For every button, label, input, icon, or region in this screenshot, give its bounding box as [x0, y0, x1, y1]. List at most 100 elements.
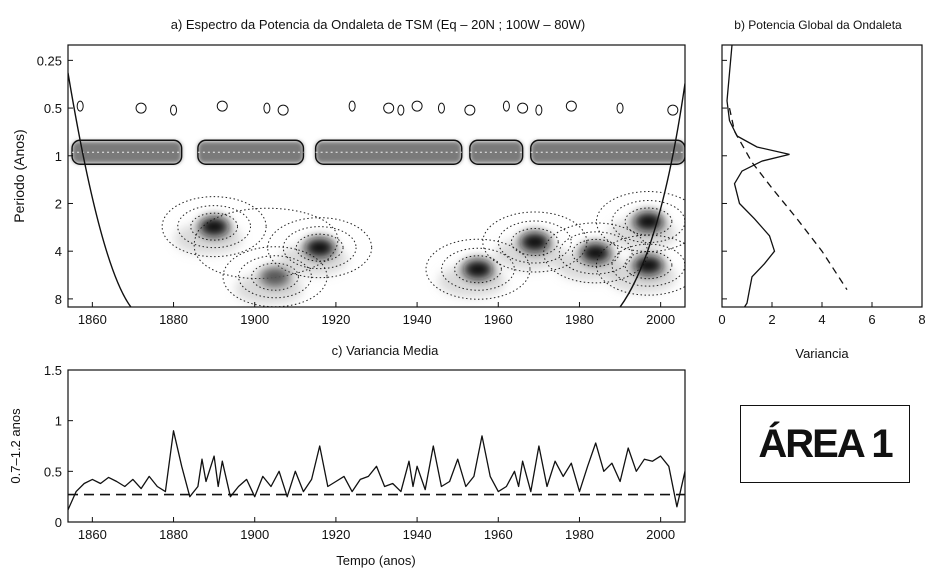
half-contour-6: [348, 100, 356, 112]
half-contour-11: [464, 104, 476, 116]
half-contour-3: [216, 100, 228, 112]
half-contour-10: [437, 102, 445, 114]
half-contour-0: [76, 100, 84, 112]
contour-3-0: [454, 255, 502, 284]
a-ytick-label-3: 2: [55, 196, 62, 211]
contour-2-0: [251, 262, 299, 291]
half-contour-16: [616, 102, 624, 114]
b-xtick-label-3: 6: [868, 312, 875, 327]
c-xtick-label-4: 1940: [403, 527, 432, 542]
b-xtick-label-1: 2: [768, 312, 775, 327]
a-ytick-label-1: 0.5: [44, 101, 62, 116]
area-label: ÁREA 1: [758, 421, 893, 466]
contour-7-2: [595, 191, 685, 253]
a-xtick-label-4: 1940: [403, 312, 432, 327]
band-fill-1: [197, 141, 304, 164]
panel-b-global-power: 0 2 4 6 8 Variancia: [718, 44, 926, 361]
power-blob-6: [633, 255, 664, 276]
a-ytick-label-2: 1: [55, 149, 62, 164]
a-xtick-label-3: 1920: [321, 312, 350, 327]
contour-1-2: [267, 217, 373, 279]
a-xtick-label-0: 1860: [78, 312, 107, 327]
contour-2-1: [238, 255, 312, 299]
b-xtick-label-0: 0: [718, 312, 725, 327]
contour-6-0: [624, 251, 673, 280]
contour-1-1: [282, 226, 357, 270]
panel-c-mean-variance: 1860 1880 1900 1920 1940 1960 1980 2000 0 0.5 1 1.5…: [8, 363, 686, 568]
panel-a-title: a) Espectro da Potencia da Ondaleta de T…: [171, 17, 586, 32]
a-ytick-label-0: 0.25: [37, 53, 62, 68]
half-contour-1: [135, 102, 147, 114]
c-ytick-label-1: 0.5: [44, 464, 62, 479]
c-ytick-label-0: 0: [55, 515, 62, 530]
cone-right: [619, 83, 685, 307]
contour-3-1: [441, 247, 515, 291]
panel-b-title: b) Potencia Global da Ondaleta: [734, 18, 902, 32]
contour-5-1: [558, 231, 633, 275]
panel-c-ylabel: 0.7–1.2 anos: [8, 408, 23, 484]
panel-c-xlabel: Tempo (anos): [336, 553, 415, 568]
c-ytick-label-3: 1.5: [44, 363, 62, 378]
band-fill-0: [72, 141, 182, 164]
contour-0-0: [190, 212, 239, 241]
panel-b-xlabel: Variancia: [795, 346, 849, 361]
contour-4-0: [510, 227, 559, 256]
contour-3-2: [425, 238, 531, 300]
power-blob-1: [304, 237, 335, 258]
c-xtick-label-0: 1860: [78, 527, 107, 542]
contour-4-2: [482, 211, 588, 273]
b-xtick-label-4: 8: [918, 312, 925, 327]
cone-left: [68, 72, 132, 307]
half-contour-8: [397, 104, 405, 116]
annual-band: [71, 139, 685, 165]
power-blob-2: [260, 266, 291, 287]
half-contour-9: [411, 100, 423, 112]
half-contour-4: [263, 102, 271, 114]
band-fill-4: [530, 141, 685, 164]
power-blob-0: [199, 216, 230, 237]
c-xtick-label-1: 1880: [159, 527, 188, 542]
c-xtick-label-6: 1980: [565, 527, 594, 542]
b-series-1: [728, 107, 848, 291]
a-xtick-label-2: 1900: [240, 312, 269, 327]
b-series-0: [726, 45, 790, 307]
contour-0-1: [177, 205, 252, 249]
panel-b-frame: [721, 44, 923, 308]
contour-4-1: [497, 220, 572, 264]
contour-loop: [193, 207, 339, 279]
power-blob-5: [580, 242, 611, 263]
half-contour-15: [565, 100, 577, 112]
half-contour-2: [170, 104, 178, 116]
a-xtick-label-5: 1960: [484, 312, 513, 327]
c-xtick-label-7: 2000: [646, 527, 675, 542]
panel-c-title: c) Variancia Media: [332, 343, 439, 358]
half-year-contours: [76, 100, 679, 116]
c-xtick-label-3: 1920: [321, 527, 350, 542]
half-contour-5: [277, 104, 289, 116]
a-xtick-label-6: 1980: [565, 312, 594, 327]
half-contour-17: [667, 104, 679, 116]
half-contour-7: [383, 102, 395, 114]
panel-a-ylabel: Periodo (Anos): [11, 129, 27, 222]
contour-5-0: [571, 238, 620, 267]
a-xtick-label-7: 2000: [646, 312, 675, 327]
c-series-0: [68, 430, 685, 511]
power-blob-3: [462, 259, 493, 280]
area-label-box: ÁREA 1: [740, 405, 910, 483]
contour-0-2: [161, 196, 267, 258]
panel-a-frame: [67, 44, 686, 308]
band-fill-2: [315, 141, 462, 164]
c-xtick-label-2: 1900: [240, 527, 269, 542]
power-blob-4: [519, 231, 550, 252]
a-xtick-label-1: 1880: [159, 312, 188, 327]
b-xtick-label-2: 4: [818, 312, 825, 327]
contour-7-0: [624, 207, 673, 236]
half-contour-14: [535, 104, 543, 116]
panel-a-wavelet-spectrum: 1860 1880 1900 1920 1940 1960 1980 2000 0.25 0.5 1…: [11, 44, 686, 327]
half-contour-13: [517, 102, 529, 114]
a-ytick-label-5: 8: [55, 292, 62, 307]
half-contour-12: [502, 100, 510, 112]
a-ytick-label-4: 4: [55, 244, 62, 259]
c-ytick-label-2: 1: [55, 414, 62, 429]
